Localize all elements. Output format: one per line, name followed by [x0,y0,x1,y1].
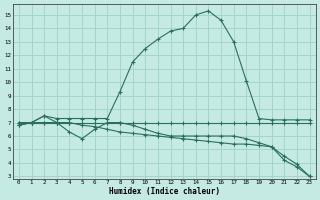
X-axis label: Humidex (Indice chaleur): Humidex (Indice chaleur) [109,187,220,196]
